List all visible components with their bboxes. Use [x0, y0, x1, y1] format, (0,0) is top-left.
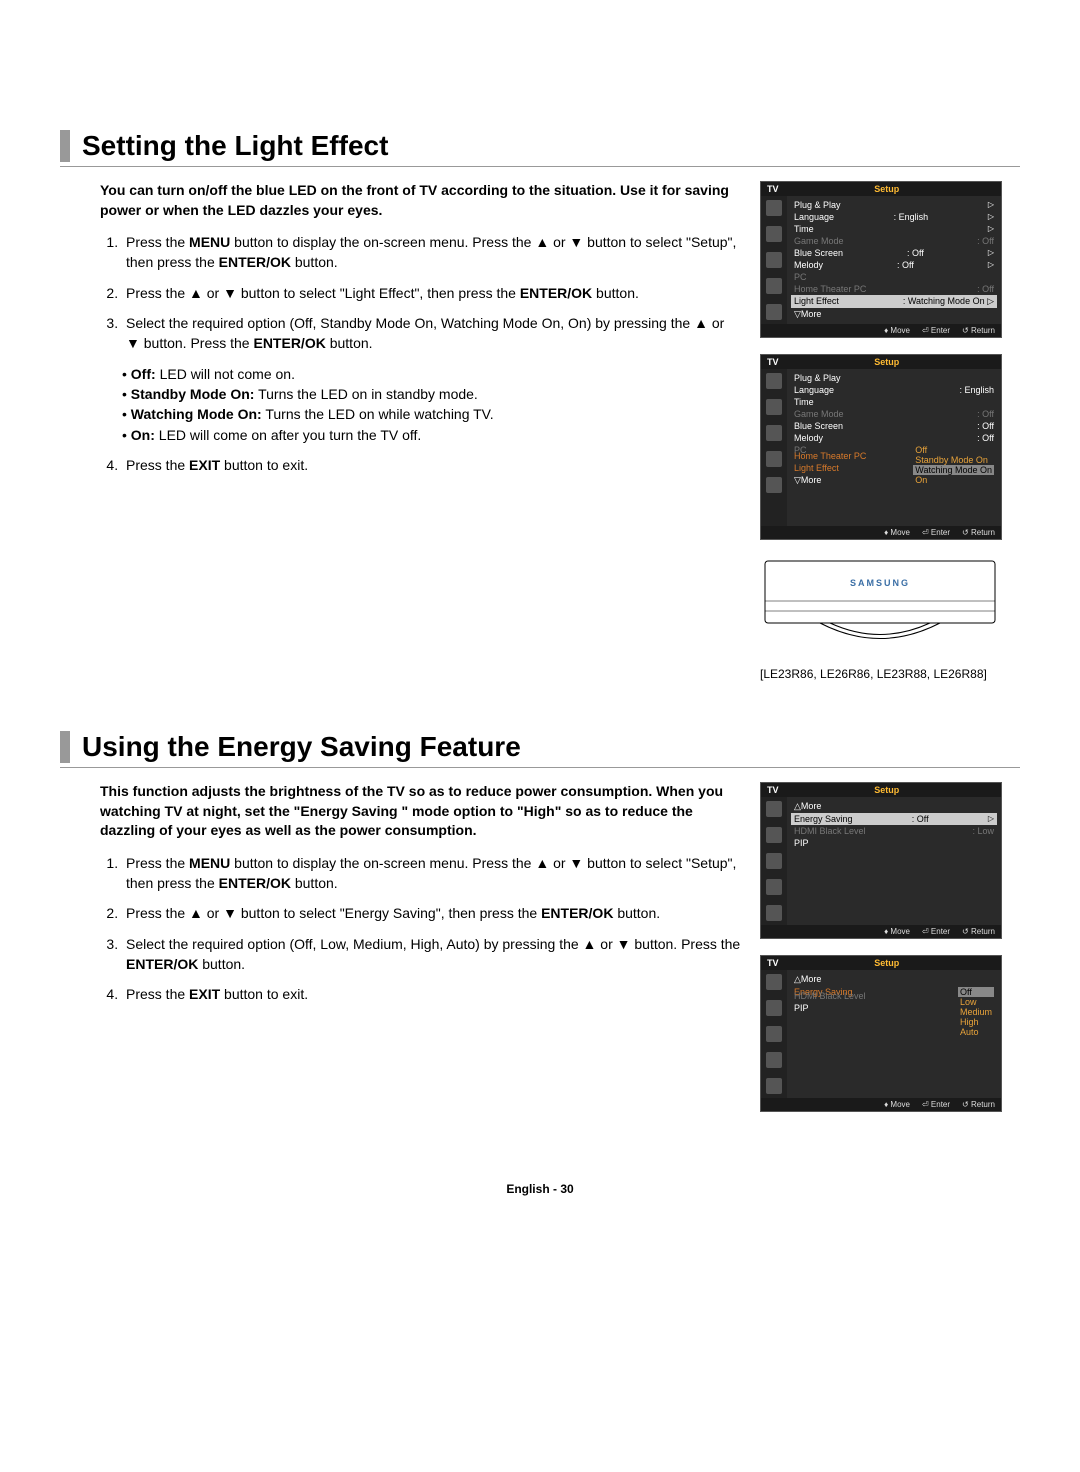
osd-tv-label: TV — [767, 184, 779, 194]
steps-list: Press the MENU button to display the on-… — [100, 232, 742, 353]
tv-illustration: SAMSUNG — [760, 556, 1000, 651]
option: Standby Mode On: Turns the LED on in sta… — [122, 384, 742, 404]
osd-menu-4: TVSetup △More Energy Saving Off Low Medi… — [760, 955, 1002, 1112]
section-header: Using the Energy Saving Feature — [60, 731, 1020, 763]
section-title: Setting the Light Effect — [82, 130, 1020, 162]
osd-menu-2: TVSetup Plug & Play Language: English Ti… — [760, 354, 1002, 540]
step: Press the ▲ or ▼ button to select "Energ… — [122, 903, 742, 923]
section-title: Using the Energy Saving Feature — [82, 731, 1020, 763]
body-text: This function adjusts the brightness of … — [60, 782, 742, 1112]
osd-footer: ♦ Move⏎ Enter↺ Return — [761, 324, 1001, 337]
step: Select the required option (Off, Standby… — [122, 313, 742, 354]
sound-icon — [766, 226, 782, 242]
screenshots-col: TVSetup △More Energy Saving: Off▷ HDMI B… — [760, 782, 1020, 1112]
osd-list: Plug & Play▷ Language: English▷ Time▷ Ga… — [787, 196, 1001, 324]
step: Press the EXIT button to exit. — [122, 455, 742, 475]
steps-list: Press the EXIT button to exit. — [100, 455, 742, 475]
osd-more: ▽More — [794, 309, 821, 320]
section-header: Setting the Light Effect — [60, 130, 1020, 162]
page-footer: English - 30 — [60, 1182, 1020, 1196]
model-caption: [LE23R86, LE26R86, LE23R88, LE26R88] — [760, 667, 1020, 681]
setup-icon — [766, 278, 782, 294]
osd-item: Home Theater PC — [794, 284, 866, 294]
osd-item: Blue Screen — [794, 248, 843, 258]
section-energy-saving: Using the Energy Saving Feature This fun… — [60, 731, 1020, 1112]
osd-menu-3: TVSetup △More Energy Saving: Off▷ HDMI B… — [760, 782, 1002, 939]
intro-text: You can turn on/off the blue LED on the … — [100, 181, 742, 220]
step: Select the required option (Off, Low, Me… — [122, 934, 742, 975]
osd-sidebar-icons — [761, 369, 787, 526]
intro-text: This function adjusts the brightness of … — [100, 782, 742, 841]
step: Press the MENU button to display the on-… — [122, 232, 742, 273]
osd-item: Game Mode — [794, 236, 844, 246]
step: Press the MENU button to display the on-… — [122, 853, 742, 894]
osd-item-selected: Light Effect — [794, 296, 839, 307]
osd-item-selected: Energy Saving — [794, 814, 853, 824]
divider — [60, 166, 1020, 167]
body-text: You can turn on/off the blue LED on the … — [60, 181, 742, 681]
samsung-logo: SAMSUNG — [850, 578, 910, 588]
options-list: Off: LED will not come on. Standby Mode … — [100, 364, 742, 445]
osd-item: Time — [794, 224, 814, 234]
picture-icon — [766, 200, 782, 216]
option: On: LED will come on after you turn the … — [122, 425, 742, 445]
step: Press the EXIT button to exit. — [122, 984, 742, 1004]
input-icon — [766, 304, 782, 320]
step: Press the ▲ or ▼ button to select "Light… — [122, 283, 742, 303]
osd-item: Language — [794, 212, 834, 222]
osd-item: PC — [794, 272, 807, 282]
manual-page: Setting the Light Effect You can turn on… — [0, 0, 1080, 1256]
channel-icon — [766, 252, 782, 268]
section-light-effect: Setting the Light Effect You can turn on… — [60, 130, 1020, 681]
osd-title: Setup — [874, 184, 899, 194]
option: Watching Mode On: Turns the LED on while… — [122, 404, 742, 424]
divider — [60, 767, 1020, 768]
osd-item: Melody — [794, 260, 823, 270]
osd-item: Plug & Play — [794, 200, 841, 210]
screenshots-col: TVSetup Plug & Play▷ Language: English▷ — [760, 181, 1020, 681]
osd-sidebar-icons — [761, 196, 787, 324]
steps-list: Press the MENU button to display the on-… — [100, 853, 742, 1005]
option: Off: LED will not come on. — [122, 364, 742, 384]
osd-menu-1: TVSetup Plug & Play▷ Language: English▷ — [760, 181, 1002, 338]
